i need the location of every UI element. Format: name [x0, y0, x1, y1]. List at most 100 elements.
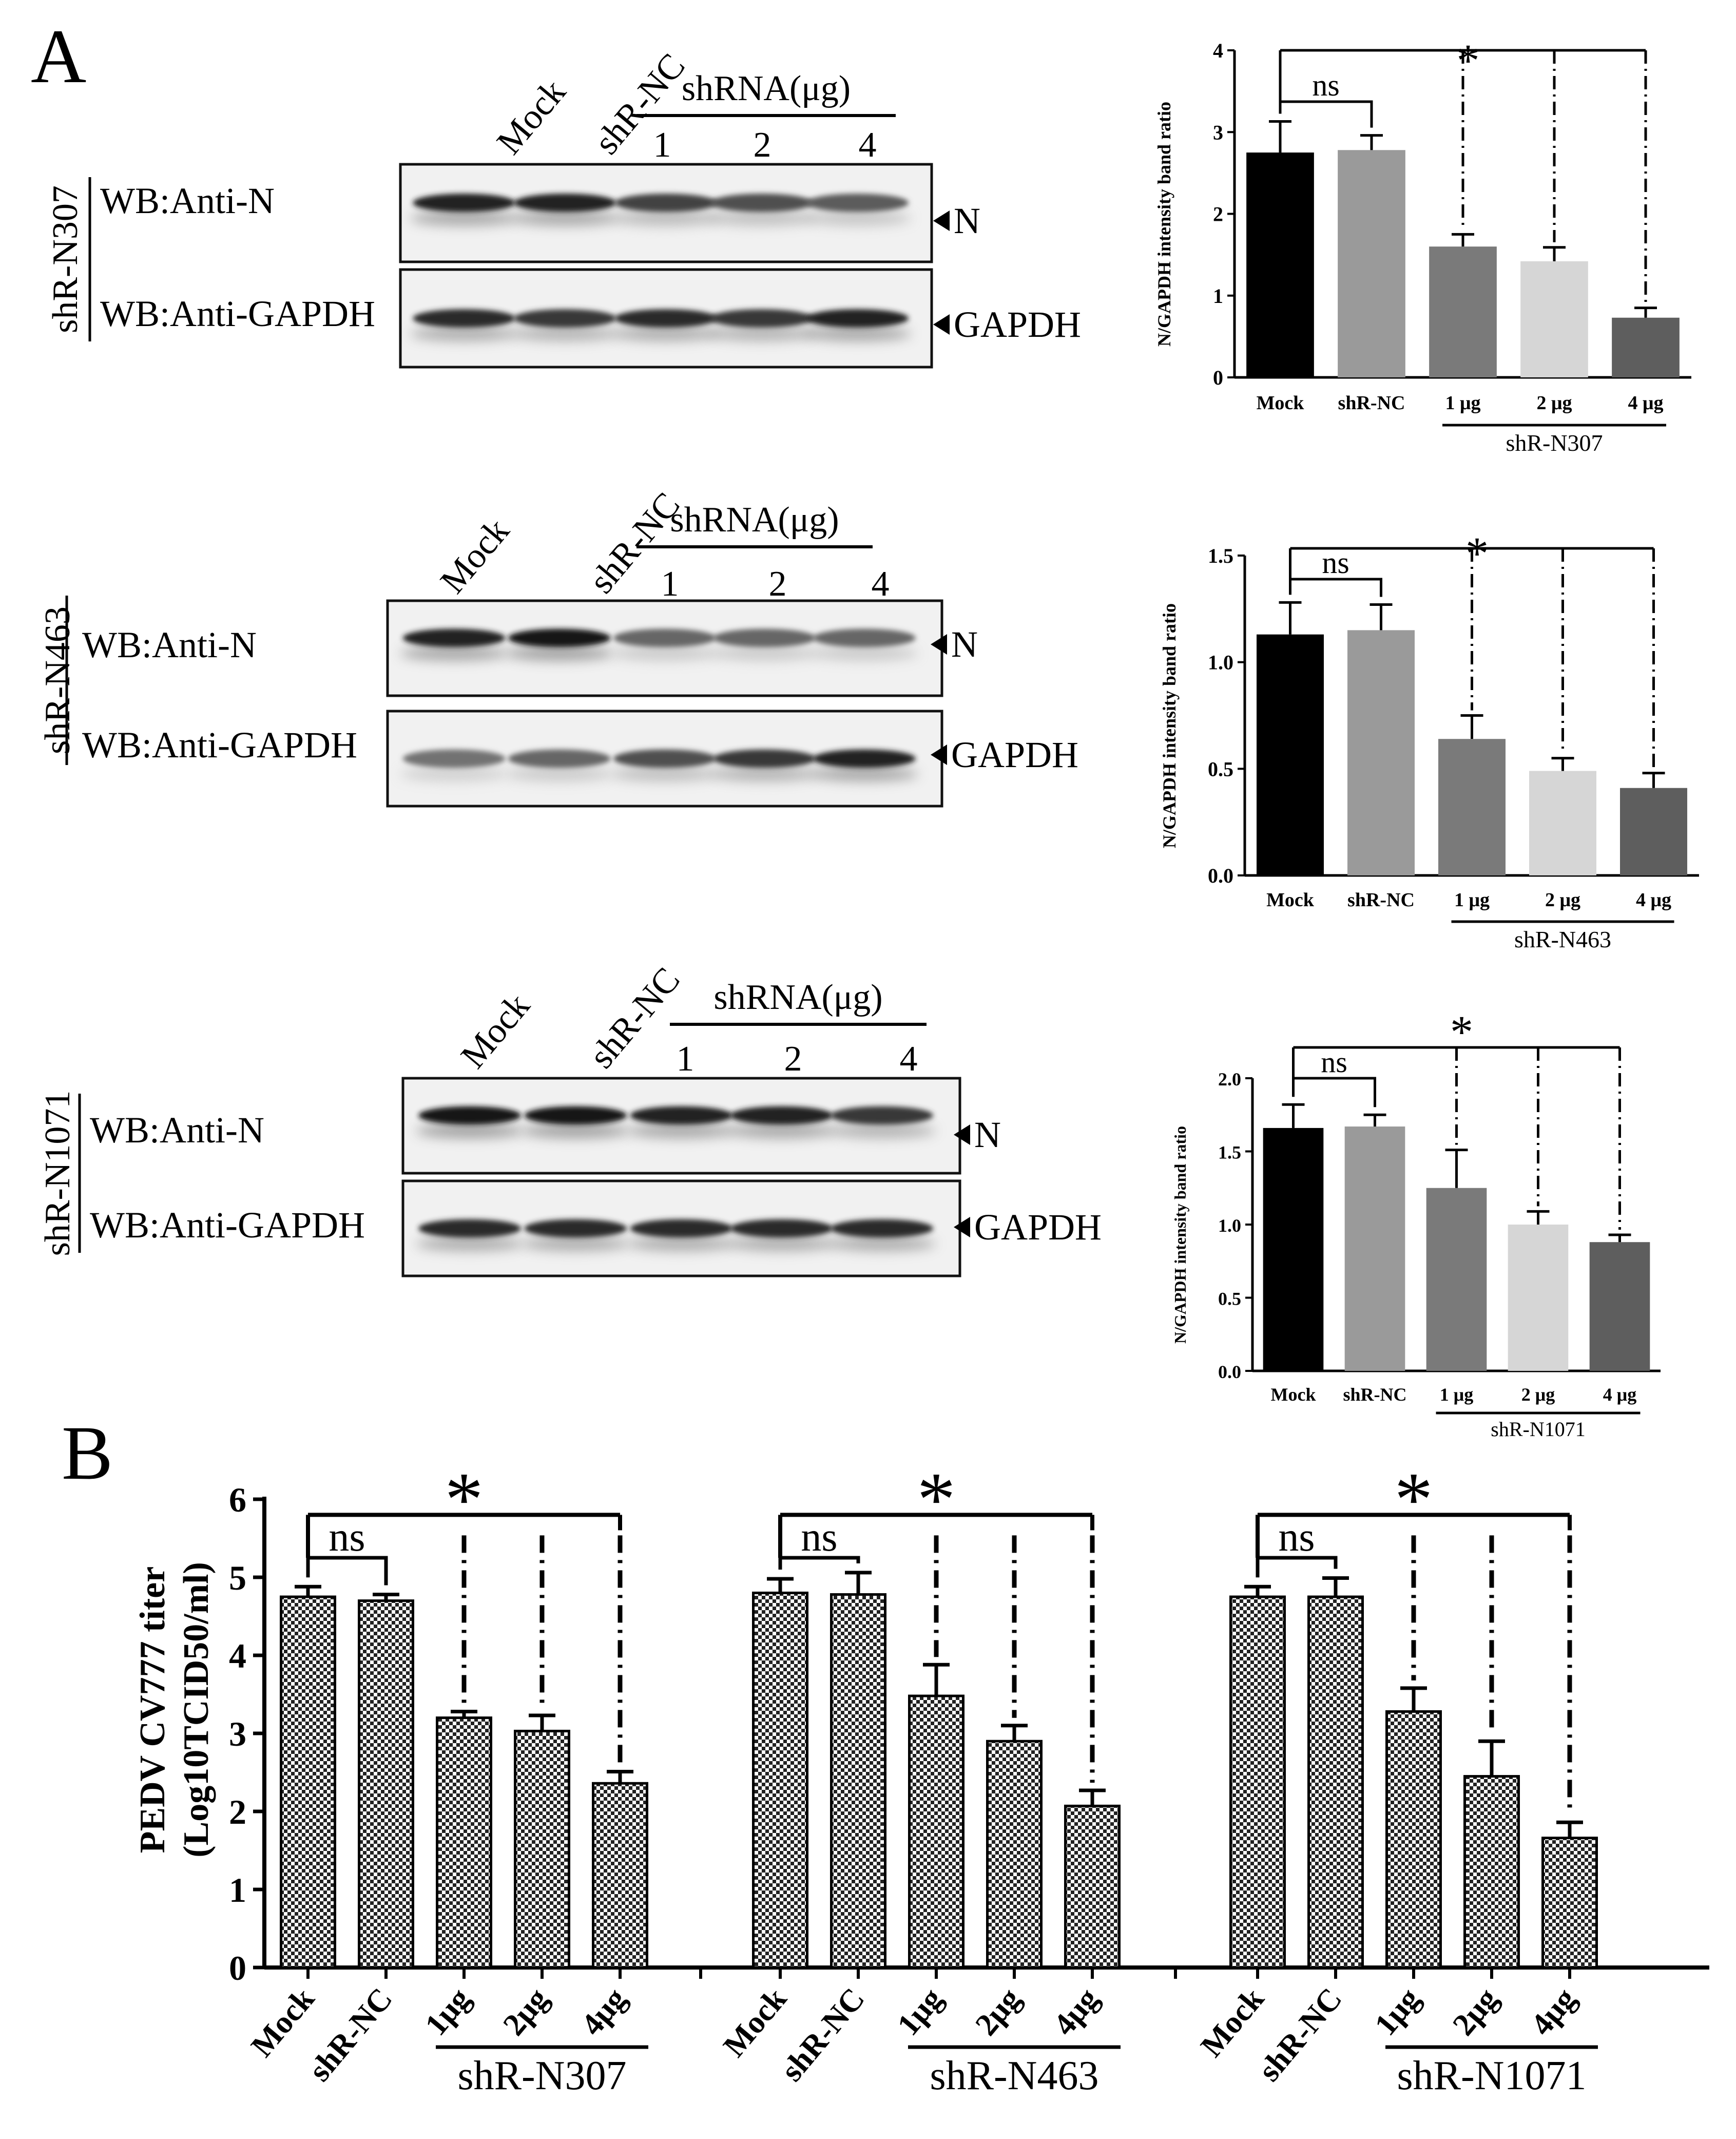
bar — [1529, 771, 1596, 875]
ns-label: ns — [329, 1515, 365, 1560]
band-smear — [505, 767, 613, 781]
group-label: shR-N307 — [1506, 430, 1603, 456]
category-label: shR-NC — [774, 1981, 871, 2088]
y-tick-label: 1.0 — [1208, 651, 1233, 674]
arrow-label: N — [954, 200, 980, 241]
ns-label: ns — [1322, 546, 1349, 580]
category-label: 1μg — [418, 1981, 477, 2042]
bar — [1541, 1837, 1598, 1969]
lane-label: Mock — [453, 986, 537, 1076]
band-smear — [727, 1236, 836, 1251]
wb-label: WB:Anti-N — [100, 180, 275, 221]
lane-label: 4 — [859, 125, 877, 165]
bar — [280, 1595, 336, 1969]
arrow-icon — [954, 1124, 970, 1145]
y-tick-label: 0 — [229, 1949, 246, 1988]
bar-chart-titer: 0 1 2 3 4 5 6 PEDV CV777 titer (Log10TCID50/ml) M… — [133, 1457, 1709, 2098]
bar — [1064, 1804, 1121, 1969]
band — [831, 1219, 934, 1238]
category-label: 2 μg — [1545, 889, 1580, 911]
group-label: shR-N1071 — [1491, 1418, 1585, 1441]
lane-label: Mock — [489, 72, 573, 162]
category-label: 1μg — [891, 1981, 950, 2042]
arrow-label: GAPDH — [951, 734, 1078, 775]
bar — [1338, 150, 1405, 377]
bar — [1257, 634, 1324, 875]
arrow-icon — [933, 211, 950, 231]
band-smear — [522, 1123, 630, 1138]
lane-label: 2 — [754, 125, 771, 165]
category-label: shR-NC — [1347, 889, 1415, 911]
band-smear — [511, 327, 619, 341]
band — [513, 309, 616, 328]
band-smear — [810, 767, 918, 781]
band — [806, 309, 909, 328]
band-smear — [522, 1236, 630, 1251]
bar — [436, 1716, 492, 1969]
sig-star: * — [1457, 35, 1480, 86]
ns-bracket — [1289, 578, 1382, 597]
bar — [1429, 246, 1497, 377]
band — [402, 628, 506, 647]
category-label: Mock — [1266, 889, 1315, 911]
band-smear — [727, 1123, 836, 1138]
ns-label: ns — [1321, 1045, 1347, 1079]
band-smear — [400, 767, 508, 781]
ns-bracket — [1292, 1077, 1376, 1107]
bar — [514, 1729, 570, 1969]
band — [402, 749, 506, 768]
band — [630, 1219, 733, 1238]
ns-bracket — [306, 1556, 388, 1586]
band — [813, 628, 916, 647]
lane-label: 4 — [872, 564, 890, 604]
bar — [908, 1694, 965, 1969]
arrow-label: GAPDH — [954, 304, 1081, 345]
sig-star: * — [917, 1457, 956, 1542]
dose-header: shRNA(μg) — [670, 500, 839, 540]
band-smear — [410, 327, 518, 341]
category-label: 2μg — [969, 1981, 1028, 2042]
panel-a-label: A — [31, 14, 86, 99]
group-label: shR-N463 — [930, 2053, 1099, 2098]
category-label: 2μg — [1446, 1981, 1505, 2042]
ns-bracket — [778, 1556, 860, 1570]
y-tick-label: 2.0 — [1218, 1069, 1241, 1090]
ns-label: ns — [801, 1515, 837, 1560]
band — [831, 1106, 934, 1125]
band — [806, 194, 909, 212]
y-tick-label: 2 — [229, 1792, 246, 1831]
band-smear — [627, 1123, 736, 1138]
category-label: shR-NC — [302, 1981, 399, 2088]
lane-label: 2 — [784, 1039, 802, 1079]
bar — [752, 1591, 808, 1969]
lane-label: 1 — [661, 564, 679, 604]
category-label: 2 μg — [1536, 392, 1572, 414]
category-label: 1 μg — [1454, 889, 1490, 911]
sig-star: * — [445, 1457, 484, 1542]
band — [710, 309, 813, 328]
y-tick-label: 0.0 — [1218, 1362, 1241, 1382]
band-smear — [511, 211, 619, 225]
y-tick-label: 1.5 — [1208, 544, 1233, 567]
construct-label: shR-N463 — [38, 606, 78, 754]
bar — [1620, 788, 1687, 875]
wb-label: WB:Anti-N — [82, 624, 257, 665]
band — [630, 1106, 733, 1125]
ns-bracket — [1256, 1556, 1338, 1578]
band-smear — [707, 211, 816, 225]
blot-shR-N1071: Mock shR-NC1 2 4 shRNA(μg) shR-N1071 WB:Anti-N… — [38, 960, 1102, 1277]
band-smear — [803, 211, 912, 225]
lane-label: shR-NC — [587, 46, 692, 162]
bar — [1520, 261, 1588, 377]
bar — [1438, 739, 1506, 875]
y-axis-label-line2: (Log10TCID50/ml) — [177, 1562, 216, 1858]
y-axis-label: N/GAPDH intensity band ratio — [1171, 1126, 1189, 1344]
ns-label: ns — [1312, 68, 1339, 102]
category-label: Mock — [1194, 1981, 1271, 2064]
bar — [1612, 317, 1680, 377]
band — [524, 1106, 627, 1125]
y-tick-label: 1.5 — [1218, 1142, 1241, 1163]
arrow-icon — [954, 1217, 970, 1237]
